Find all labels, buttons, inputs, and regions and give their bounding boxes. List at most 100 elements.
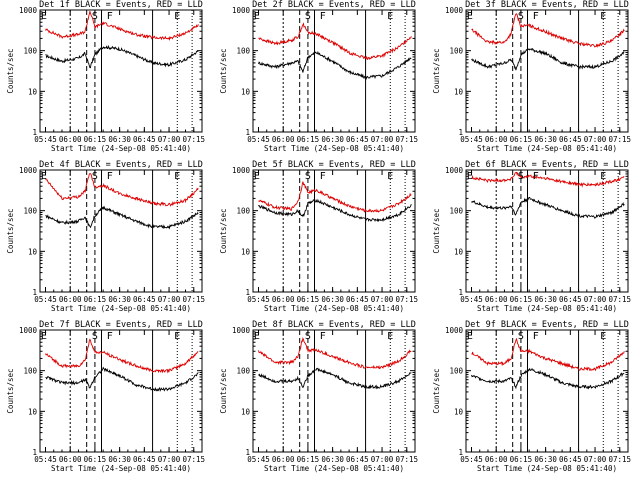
panel-title: Det 6f BLACK = Events, RED = LLD	[465, 160, 629, 170]
plot-frame	[465, 329, 629, 453]
x-tick-label: 06:15	[510, 135, 533, 144]
panel-title: Det 5f BLACK = Events, RED = LLD	[252, 160, 416, 170]
interval-marker-label: E	[41, 331, 47, 342]
y-tick-label: 1000	[19, 326, 38, 335]
interval-marker-label: E	[254, 11, 260, 22]
x-tick-label: 06:30	[534, 455, 557, 464]
series-line-lld	[471, 337, 625, 372]
y-tick-label: 1	[245, 288, 250, 297]
detector-panel: Det 1f BLACK = Events, RED = LLD 1 10 100 10…	[6, 0, 205, 153]
plot-frame	[39, 329, 203, 453]
plot-frame	[252, 9, 416, 133]
x-tick-label: 06:00	[485, 135, 508, 144]
x-tick-label: 06:45	[133, 455, 156, 464]
interval-marker-label: F	[320, 11, 326, 22]
x-tick-label: 06:00	[272, 295, 295, 304]
plot-frame	[252, 329, 416, 453]
series-line-lld	[258, 22, 412, 61]
x-tick-label: 06:30	[321, 135, 344, 144]
y-tick-label: 100	[23, 47, 37, 56]
x-tick-label: 07:00	[158, 295, 181, 304]
interval-marker-label: E	[387, 331, 393, 342]
interval-marker-label: E	[254, 171, 260, 182]
panel-title: Det 3f BLACK = Events, RED = LLD	[465, 0, 629, 10]
x-tick-label: 05:45	[247, 295, 270, 304]
interval-marker-label: E	[387, 11, 393, 22]
plot-frame	[39, 9, 203, 133]
x-tick-label: 07:15	[395, 295, 418, 304]
interval-marker-label: E	[174, 331, 180, 342]
x-tick-label: 05:45	[460, 295, 483, 304]
interval-marker-label: F	[320, 331, 326, 342]
panel-title: Det 8f BLACK = Events, RED = LLD	[252, 320, 416, 330]
y-tick-label: 1000	[445, 6, 464, 15]
x-tick-label: 06:00	[272, 455, 295, 464]
x-axis-label: Start Time (24-Sep-08 05:41:40)	[51, 144, 191, 153]
x-axis-label: Start Time (24-Sep-08 05:41:40)	[264, 464, 404, 473]
x-tick-label: 07:00	[371, 135, 394, 144]
interval-marker-label: F	[533, 171, 539, 182]
x-tick-label: 07:15	[182, 455, 205, 464]
y-tick-label: 10	[454, 407, 464, 416]
x-tick-label: 07:00	[371, 455, 394, 464]
x-tick-label: 05:45	[34, 135, 57, 144]
y-tick-label: 1	[245, 128, 250, 137]
y-tick-label: 1000	[232, 326, 251, 335]
x-tick-label: 05:45	[460, 135, 483, 144]
x-axis-label: Start Time (24-Sep-08 05:41:40)	[264, 304, 404, 313]
y-axis-label: Counts/sec	[432, 208, 441, 253]
series-line-lld	[471, 13, 625, 48]
interval-marker-label: E	[600, 171, 606, 182]
y-tick-label: 1	[32, 128, 37, 137]
series-line-events	[471, 367, 625, 390]
x-tick-label: 05:45	[34, 295, 57, 304]
y-tick-label: 1	[245, 448, 250, 457]
interval-marker-label: S	[92, 171, 98, 182]
x-tick-label: 07:00	[584, 295, 607, 304]
x-tick-label: 06:00	[485, 295, 508, 304]
y-tick-label: 1000	[445, 166, 464, 175]
x-axis-label: Start Time (24-Sep-08 05:41:40)	[264, 144, 404, 153]
x-tick-label: 06:45	[559, 455, 582, 464]
x-tick-label: 07:15	[182, 135, 205, 144]
series-line-events	[258, 50, 412, 81]
interval-marker-label: F	[320, 171, 326, 182]
y-tick-label: 1	[32, 288, 37, 297]
detector-panel: Det 3f BLACK = Events, RED = LLD 1 10 100 10…	[432, 0, 631, 153]
y-tick-label: 1	[458, 128, 463, 137]
interval-marker-label: F	[533, 331, 539, 342]
x-tick-label: 06:30	[534, 135, 557, 144]
y-tick-label: 1000	[19, 6, 38, 15]
y-tick-label: 1000	[232, 6, 251, 15]
detector-panel: Det 8f BLACK = Events, RED = LLD 1 10 100 10…	[219, 320, 418, 473]
y-tick-label: 10	[454, 247, 464, 256]
x-tick-label: 05:45	[247, 455, 270, 464]
y-axis-label: Counts/sec	[6, 368, 15, 413]
detector-panel: Det 5f BLACK = Events, RED = LLD 1 10 100 10…	[219, 160, 418, 313]
x-tick-label: 06:30	[534, 295, 557, 304]
panel-title: Det 7f BLACK = Events, RED = LLD	[39, 320, 203, 330]
y-axis-label: Counts/sec	[219, 368, 228, 413]
y-tick-label: 10	[241, 247, 251, 256]
y-tick-label: 100	[23, 367, 37, 376]
interval-marker-label: S	[92, 11, 98, 22]
interval-marker-label: E	[467, 331, 473, 342]
x-tick-label: 06:45	[559, 295, 582, 304]
x-tick-label: 06:15	[84, 135, 107, 144]
x-tick-label: 05:45	[247, 135, 270, 144]
interval-marker-label: E	[600, 331, 606, 342]
x-axis-label: Start Time (24-Sep-08 05:41:40)	[477, 464, 617, 473]
x-tick-label: 06:15	[510, 455, 533, 464]
detector-panel: Det 2f BLACK = Events, RED = LLD 1 10 100 10…	[219, 0, 418, 153]
x-tick-label: 05:45	[34, 455, 57, 464]
y-tick-label: 100	[449, 47, 463, 56]
series-line-lld	[258, 336, 412, 370]
y-axis-label: Counts/sec	[6, 48, 15, 93]
panel-title: Det 9f BLACK = Events, RED = LLD	[465, 320, 629, 330]
interval-marker-label: S	[305, 171, 311, 182]
series-line-events	[45, 44, 199, 69]
series-line-lld	[45, 338, 199, 374]
interval-marker-label: E	[254, 331, 260, 342]
x-tick-label: 06:00	[272, 135, 295, 144]
